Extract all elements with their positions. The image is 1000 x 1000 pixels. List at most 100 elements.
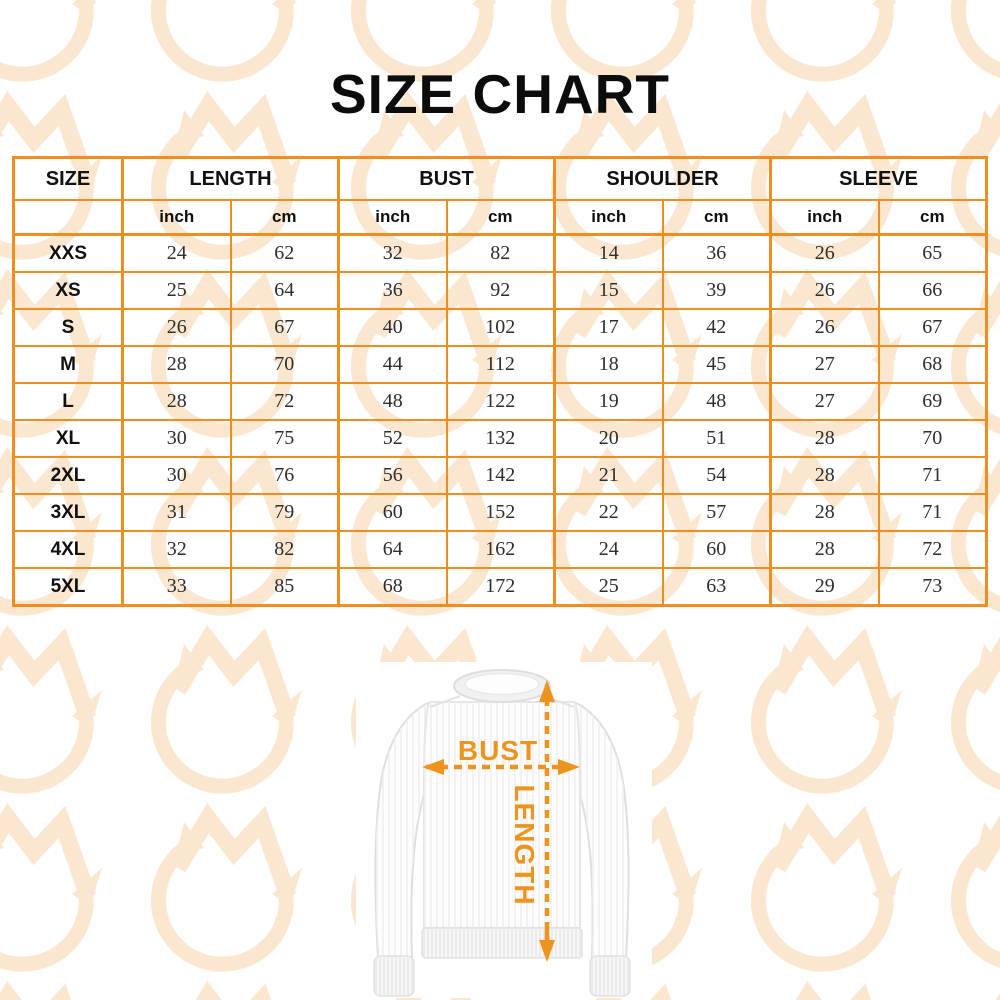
bust-arrow — [422, 759, 580, 775]
measurement-value: 40 — [337, 308, 448, 347]
measurement-value: 76 — [229, 456, 340, 495]
measurement-value: 68 — [337, 567, 448, 607]
measurement-value: 26 — [769, 233, 880, 273]
measurement-value: 67 — [877, 308, 988, 347]
measurement-value: 102 — [445, 308, 556, 347]
measurement-value: 20 — [553, 419, 664, 458]
unit-header-inch: inch — [337, 199, 448, 236]
measurement-value: 132 — [445, 419, 556, 458]
measurement-value: 62 — [229, 233, 340, 273]
measurement-value: 82 — [445, 233, 556, 273]
size-row-5xl: 5XL 33 85 68 172 25 63 29 73 — [12, 567, 988, 607]
measurement-value: 162 — [445, 530, 556, 569]
measurement-value: 22 — [553, 493, 664, 532]
measurement-value: 28 — [769, 530, 880, 569]
measurement-value: 66 — [877, 271, 988, 310]
measurement-value: 82 — [229, 530, 340, 569]
measurement-value: 60 — [337, 493, 448, 532]
measurement-value: 57 — [661, 493, 772, 532]
measurement-value: 71 — [877, 456, 988, 495]
measurement-value: 51 — [661, 419, 772, 458]
measurement-value: 152 — [445, 493, 556, 532]
measurement-value: 18 — [553, 345, 664, 384]
size-label: XXS — [12, 233, 124, 273]
size-label: XL — [12, 419, 124, 458]
measurement-value: 24 — [553, 530, 664, 569]
unit-header-cm: cm — [877, 199, 988, 236]
measurement-value: 28 — [769, 493, 880, 532]
unit-header-inch: inch — [121, 199, 232, 236]
sweater-illustration: BUST LENGTH — [356, 662, 652, 998]
measurement-value: 28 — [121, 382, 232, 421]
measurement-value: 60 — [661, 530, 772, 569]
unit-header-inch: inch — [769, 199, 880, 236]
size-label: M — [12, 345, 124, 384]
measurement-value: 122 — [445, 382, 556, 421]
measurement-value: 31 — [121, 493, 232, 532]
measurement-value: 17 — [553, 308, 664, 347]
measurement-value: 52 — [337, 419, 448, 458]
column-header-bust: BUST — [336, 156, 556, 201]
measurement-value: 85 — [229, 567, 340, 607]
measurement-value: 29 — [769, 567, 880, 607]
size-label: L — [12, 382, 124, 421]
unit-header-cm: cm — [661, 199, 772, 236]
empty-header-cell — [12, 199, 124, 236]
measurement-value: 26 — [121, 308, 232, 347]
measurement-value: 71 — [877, 493, 988, 532]
size-label: 4XL — [12, 530, 124, 569]
measurement-value: 48 — [661, 382, 772, 421]
measurement-value: 14 — [553, 233, 664, 273]
measurement-value: 36 — [661, 233, 772, 273]
measurement-value: 26 — [769, 308, 880, 347]
size-row-s: S 26 67 40 102 17 42 26 67 — [12, 308, 988, 347]
column-header-size: SIZE — [12, 156, 124, 201]
measurement-value: 30 — [121, 419, 232, 458]
measurement-value: 112 — [445, 345, 556, 384]
measurement-value: 27 — [769, 345, 880, 384]
measurement-value: 36 — [337, 271, 448, 310]
column-header-length: LENGTH — [121, 156, 340, 201]
size-row-m: M 28 70 44 112 18 45 27 68 — [12, 345, 988, 384]
measurement-value: 70 — [229, 345, 340, 384]
column-header-shoulder: SHOULDER — [553, 156, 772, 201]
measurement-value: 65 — [877, 233, 988, 273]
measurement-value: 64 — [337, 530, 448, 569]
measurement-value: 19 — [553, 382, 664, 421]
measurement-value: 172 — [445, 567, 556, 607]
size-label: 2XL — [12, 456, 124, 495]
measurement-value: 70 — [877, 419, 988, 458]
measurement-value: 32 — [337, 233, 448, 273]
measurement-value: 69 — [877, 382, 988, 421]
measurement-value: 44 — [337, 345, 448, 384]
measurement-value: 32 — [121, 530, 232, 569]
measurement-value: 15 — [553, 271, 664, 310]
measurement-value: 27 — [769, 382, 880, 421]
measurement-annotations: BUST LENGTH — [422, 680, 580, 962]
measurement-value: 72 — [229, 382, 340, 421]
measurement-value: 28 — [121, 345, 232, 384]
size-row-xxs: XXS 24 62 32 82 14 36 26 65 — [12, 233, 988, 273]
page-title: SIZE CHART — [330, 63, 670, 125]
size-chart-table: SIZE LENGTH BUST SHOULDER SLEEVE inch cm inch cm… — [12, 156, 989, 607]
unit-header-cm: cm — [445, 199, 556, 236]
measurement-value: 79 — [229, 493, 340, 532]
measurement-value: 142 — [445, 456, 556, 495]
size-row-xs: XS 25 64 36 92 15 39 26 66 — [12, 271, 988, 310]
measurement-value: 33 — [121, 567, 232, 607]
unit-header-cm: cm — [229, 199, 340, 236]
measurement-value: 72 — [877, 530, 988, 569]
measurement-value: 42 — [661, 308, 772, 347]
measurement-value: 26 — [769, 271, 880, 310]
measurement-value: 39 — [661, 271, 772, 310]
measurement-value: 21 — [553, 456, 664, 495]
measurement-value: 68 — [877, 345, 988, 384]
size-label: 3XL — [12, 493, 124, 532]
measurement-value: 48 — [337, 382, 448, 421]
size-row-l: L 28 72 48 122 19 48 27 69 — [12, 382, 988, 421]
size-label: 5XL — [12, 567, 124, 607]
measurement-value: 28 — [769, 456, 880, 495]
measurement-value: 92 — [445, 271, 556, 310]
measurement-value: 28 — [769, 419, 880, 458]
measurement-value: 25 — [121, 271, 232, 310]
